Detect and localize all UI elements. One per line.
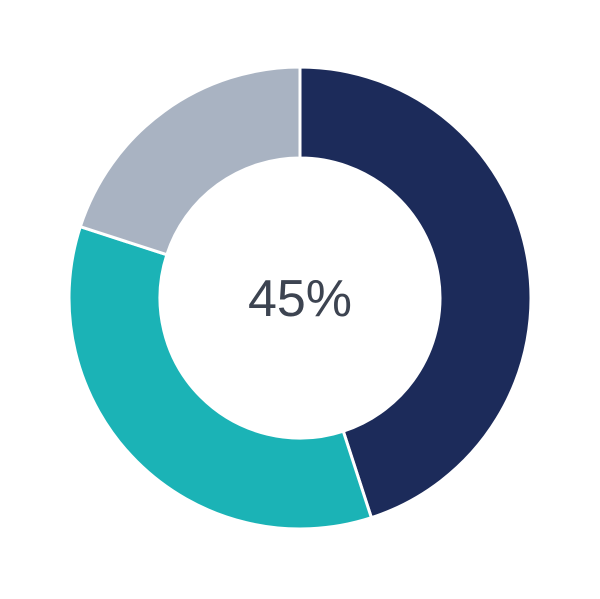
donut-slice-2	[67, 224, 374, 531]
center-percentage-label: 45%	[248, 270, 352, 328]
donut-slice-3	[78, 65, 302, 257]
donut-slice-1	[298, 65, 533, 520]
donut-slices	[67, 65, 533, 531]
